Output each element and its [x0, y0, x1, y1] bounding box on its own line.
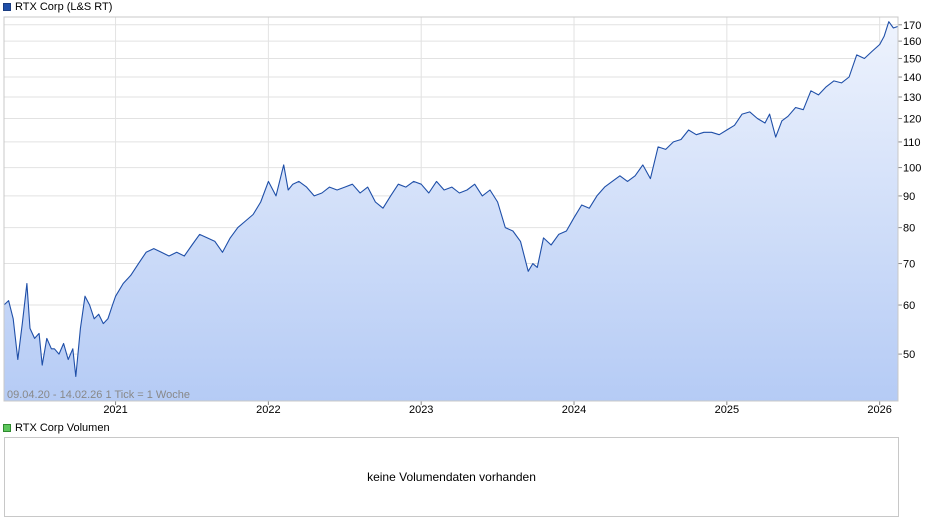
y-tick-label: 150 [903, 53, 921, 65]
price-chart: 170 160 150 140 130 120 110 100 90 80 70 60 50 2021 20… [3, 16, 921, 416]
price-legend: RTX Corp (L&S RT) [3, 1, 112, 13]
plot-border [3, 16, 899, 402]
volume-chart-panel: keine Volumendaten vorhanden [4, 437, 899, 517]
x-tick-label: 2022 [256, 404, 280, 416]
x-tick-label: 2024 [562, 404, 586, 416]
y-tick-label: 160 [903, 36, 921, 48]
y-tick-label: 70 [903, 259, 915, 271]
x-tick-label: 2026 [867, 404, 891, 416]
y-tick-label: 110 [903, 137, 921, 149]
volume-empty-message: keine Volumendaten vorhanden [367, 470, 536, 484]
price-legend-label: RTX Corp (L&S RT) [15, 1, 113, 13]
y-tick-label: 130 [903, 92, 921, 104]
y-tick-label: 60 [903, 300, 915, 312]
x-tick-label: 2021 [103, 404, 127, 416]
y-tick-label: 80 [903, 223, 915, 235]
y-tick-label: 120 [903, 114, 921, 126]
y-tick-label: 170 [903, 20, 921, 32]
date-range-label: 09.04.20 - 14.02.26 1 Tick = 1 Woche [7, 389, 190, 401]
y-tick-label: 100 [903, 163, 921, 175]
series-line [3, 21, 899, 378]
x-tick-label: 2023 [409, 404, 433, 416]
series-area [4, 21, 898, 401]
volume-legend: RTX Corp Volumen [3, 422, 110, 434]
volume-legend-label: RTX Corp Volumen [15, 422, 110, 434]
price-legend-swatch [3, 3, 11, 11]
y-tick-label: 50 [903, 349, 915, 361]
x-tick-label: 2025 [715, 404, 739, 416]
y-tick-label: 140 [903, 72, 921, 84]
volume-legend-swatch [3, 424, 11, 432]
y-tick-label: 90 [903, 191, 915, 203]
